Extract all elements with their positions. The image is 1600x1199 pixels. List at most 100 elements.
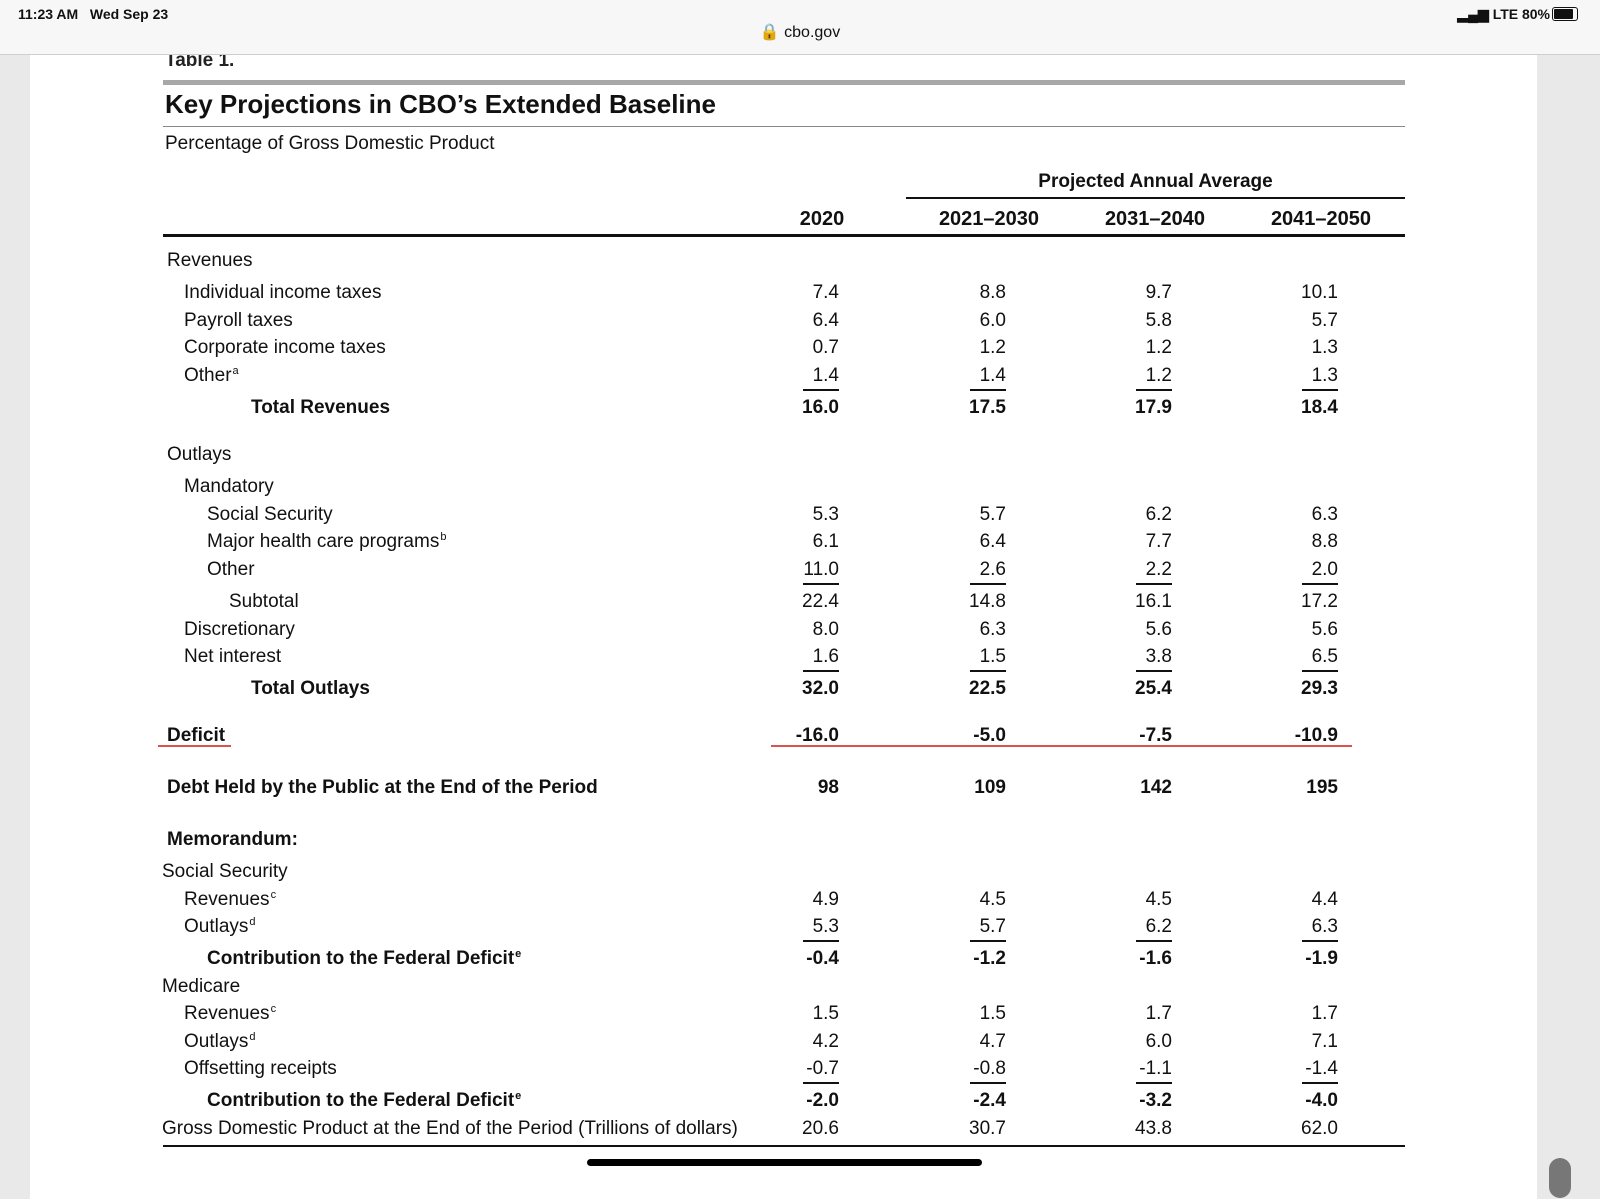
table-row: Offsetting receipts -0.7 -0.8 -1.1 -1.4 bbox=[0, 1057, 1600, 1081]
cell-value: 11.0 bbox=[803, 559, 839, 580]
row-label: Corporate income taxes bbox=[184, 336, 386, 360]
cell-value: -3.2 bbox=[1092, 1082, 1172, 1113]
signal-status: ▂▄▆ LTE 80% bbox=[1457, 6, 1550, 22]
cell-value: 22.4 bbox=[759, 583, 839, 614]
table-row: Outlaysd 4.2 4.7 6.0 7.1 bbox=[0, 1030, 1600, 1054]
cell-value: 8.8 bbox=[1311, 531, 1338, 552]
cell-value: 4.9 bbox=[812, 889, 839, 910]
cell-value: 7.1 bbox=[1311, 1031, 1338, 1052]
cell-value: -5.0 bbox=[973, 725, 1006, 746]
cell-value: 1.2 bbox=[1145, 365, 1172, 386]
table-row: Net interest 1.6 1.5 3.8 6.5 bbox=[0, 645, 1600, 669]
cellular-signal-icon: ▂▄▆ bbox=[1457, 6, 1493, 22]
table-row: Total Outlays 32.0 22.5 25.4 29.3 bbox=[0, 670, 1600, 701]
home-indicator[interactable] bbox=[587, 1159, 982, 1166]
table-row: Subtotal 22.4 14.8 16.1 17.2 bbox=[0, 583, 1600, 614]
row-label: Revenues bbox=[167, 249, 253, 273]
table-row: Payroll taxes 6.4 6.0 5.8 5.7 bbox=[0, 309, 1600, 333]
cell-value: 10.1 bbox=[1301, 282, 1338, 303]
row-label: Gross Domestic Product at the End of the… bbox=[162, 1117, 738, 1141]
table-row: Social Security bbox=[0, 860, 1600, 884]
row-label-text: Medicare bbox=[162, 976, 241, 997]
cell-value: 142 bbox=[1140, 777, 1172, 798]
scrollbar-thumb[interactable] bbox=[1549, 1158, 1571, 1198]
row-label-text: Corporate income taxes bbox=[184, 337, 386, 358]
cell-value: 17.5 bbox=[926, 389, 1006, 420]
cell-value: 6.1 bbox=[812, 531, 839, 552]
row-label-text: Other bbox=[184, 365, 232, 386]
row-label-text: Gross Domestic Product at the End of the… bbox=[162, 1118, 738, 1139]
cell-value: 5.7 bbox=[979, 504, 1006, 525]
table-row: Outlays bbox=[0, 443, 1600, 467]
table-row: Othera 1.4 1.4 1.2 1.3 bbox=[0, 364, 1600, 388]
row-label-text: Total Outlays bbox=[251, 678, 370, 699]
table-title: Key Projections in CBO’s Extended Baseli… bbox=[165, 89, 716, 119]
footnote-marker[interactable]: c bbox=[270, 1003, 277, 1015]
row-label: Payroll taxes bbox=[184, 309, 293, 333]
cell-value: -16.0 bbox=[795, 725, 839, 746]
row-label-text: Net interest bbox=[184, 646, 282, 667]
table-row: Other 11.0 2.6 2.2 2.0 bbox=[0, 558, 1600, 582]
cell-value: -2.4 bbox=[926, 1082, 1006, 1113]
row-label: Outlaysd bbox=[184, 1030, 256, 1054]
lock-icon: 🔒 bbox=[759, 24, 780, 41]
row-label: Social Security bbox=[207, 503, 333, 527]
group-rule bbox=[906, 197, 1405, 199]
row-label: Revenuesc bbox=[184, 888, 276, 912]
row-label-text: Social Security bbox=[207, 504, 333, 525]
footnote-marker[interactable]: d bbox=[249, 1031, 256, 1043]
row-label: Net interest bbox=[184, 645, 281, 669]
row-label-text: Offsetting receipts bbox=[184, 1058, 337, 1079]
cell-value: 4.2 bbox=[812, 1031, 839, 1052]
row-label: Deficit bbox=[167, 724, 225, 748]
cell-value: 2.6 bbox=[979, 559, 1006, 580]
row-label-text: Memorandum: bbox=[167, 829, 298, 850]
cell-value: 22.5 bbox=[926, 670, 1006, 701]
cell-value: 6.2 bbox=[1145, 916, 1172, 937]
table-row: Gross Domestic Product at the End of the… bbox=[0, 1117, 1600, 1141]
cell-value: 32.0 bbox=[759, 670, 839, 701]
cell-value: 7.4 bbox=[812, 282, 839, 303]
cell-value: 6.5 bbox=[1311, 646, 1338, 667]
cell-value: 6.4 bbox=[979, 531, 1006, 552]
row-label: Outlays bbox=[167, 443, 231, 467]
cell-value: 1.7 bbox=[1311, 1003, 1338, 1024]
table-row: Outlaysd 5.3 5.7 6.2 6.3 bbox=[0, 915, 1600, 939]
status-bar: 11:23 AM Wed Sep 23 🔒 cbo.gov ▂▄▆ LTE 80… bbox=[0, 0, 1600, 55]
cell-value: 8.0 bbox=[812, 619, 839, 640]
cell-value: -1.9 bbox=[1258, 940, 1338, 971]
cell-value: 4.5 bbox=[1145, 889, 1172, 910]
cell-value: 4.7 bbox=[979, 1031, 1006, 1052]
cell-value: 16.1 bbox=[1092, 583, 1172, 614]
row-label: Total Outlays bbox=[251, 677, 370, 701]
cell-value: 6.0 bbox=[1145, 1031, 1172, 1052]
footnote-marker[interactable]: a bbox=[232, 365, 239, 377]
cell-value: 195 bbox=[1306, 777, 1338, 798]
cell-value: 1.5 bbox=[812, 1003, 839, 1024]
footnote-marker[interactable]: e bbox=[515, 948, 522, 960]
grey-rule bbox=[163, 80, 1405, 85]
table-row: Revenues bbox=[0, 249, 1600, 273]
row-label: Mandatory bbox=[184, 475, 274, 499]
footnote-marker[interactable]: e bbox=[515, 1090, 522, 1102]
table-row: Revenuesc 4.9 4.5 4.5 4.4 bbox=[0, 888, 1600, 912]
cell-value: 5.3 bbox=[812, 916, 839, 937]
cell-value: 17.2 bbox=[1258, 583, 1338, 614]
footnote-marker[interactable]: b bbox=[440, 531, 447, 543]
cell-value: 5.6 bbox=[1145, 619, 1172, 640]
table-row: Medicare bbox=[0, 975, 1600, 999]
cell-value: -1.6 bbox=[1092, 940, 1172, 971]
bottom-rule bbox=[163, 1145, 1405, 1147]
cell-value: 18.4 bbox=[1258, 389, 1338, 420]
cell-value: 98 bbox=[817, 777, 839, 798]
row-label-text: Individual income taxes bbox=[184, 282, 382, 303]
cell-value: 7.7 bbox=[1145, 531, 1172, 552]
footnote-marker[interactable]: c bbox=[270, 889, 277, 901]
footnote-marker[interactable]: d bbox=[249, 916, 256, 928]
address-bar[interactable]: 🔒 cbo.gov bbox=[0, 22, 1600, 42]
cell-value: 29.3 bbox=[1258, 670, 1338, 701]
table-row: Contribution to the Federal Deficite -2.0… bbox=[0, 1082, 1600, 1113]
row-label-text: Other bbox=[207, 559, 255, 580]
row-label: Contribution to the Federal Deficite bbox=[207, 947, 521, 971]
row-label: Major health care programsb bbox=[207, 530, 446, 554]
